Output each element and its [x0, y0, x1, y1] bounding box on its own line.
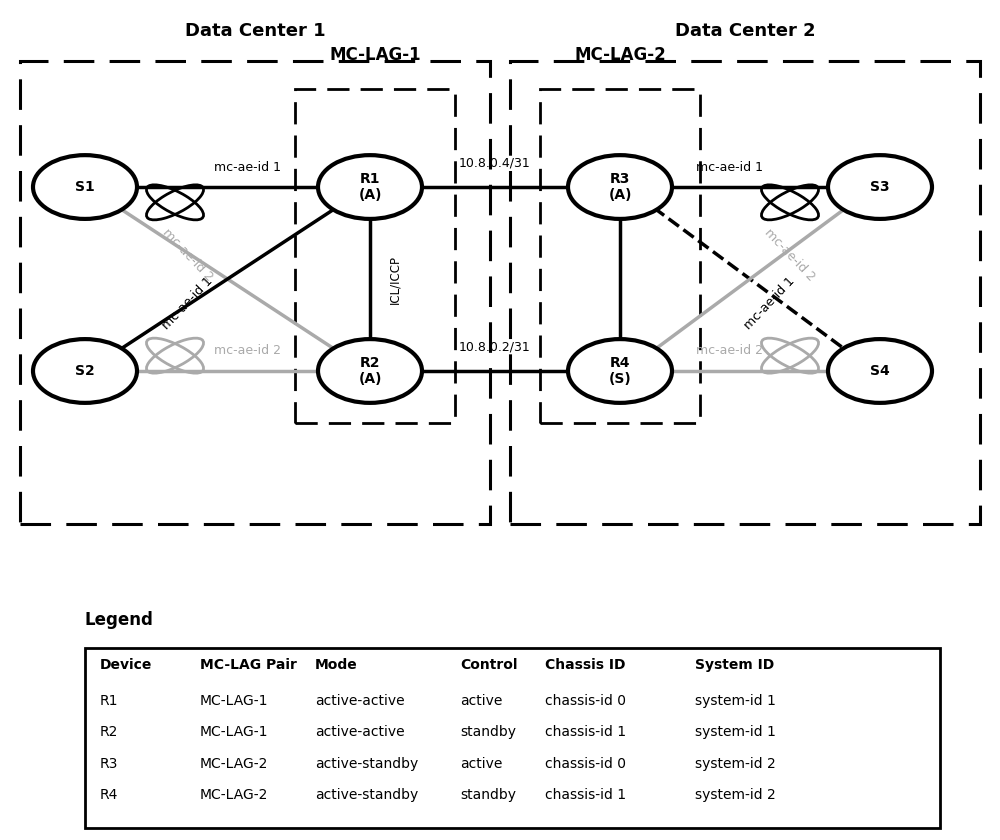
Text: MC-LAG-1: MC-LAG-1: [329, 46, 421, 65]
Text: S2: S2: [75, 364, 95, 378]
Circle shape: [318, 339, 422, 403]
Circle shape: [33, 339, 137, 403]
Text: Data Center 1: Data Center 1: [185, 22, 325, 39]
Text: system-id 2: system-id 2: [695, 757, 776, 770]
Circle shape: [828, 339, 932, 403]
Text: active-active: active-active: [315, 695, 405, 708]
Text: R1: R1: [100, 695, 119, 708]
Text: R3: R3: [100, 757, 118, 770]
Text: chassis-id 0: chassis-id 0: [545, 757, 626, 770]
Text: MC-LAG Pair: MC-LAG Pair: [200, 659, 297, 672]
Bar: [295, 89, 455, 423]
Text: active: active: [460, 757, 502, 770]
Text: Chassis ID: Chassis ID: [545, 659, 626, 672]
Bar: [540, 89, 700, 423]
Text: System ID: System ID: [695, 659, 774, 672]
Text: Mode: Mode: [315, 659, 358, 672]
Text: mc-ae-id 1: mc-ae-id 1: [742, 275, 798, 333]
Text: active: active: [460, 695, 502, 708]
Text: system-id 1: system-id 1: [695, 726, 776, 739]
Text: R1
(A): R1 (A): [358, 172, 382, 202]
Text: S3: S3: [870, 180, 890, 194]
Text: chassis-id 1: chassis-id 1: [545, 726, 626, 739]
Text: chassis-id 1: chassis-id 1: [545, 788, 626, 801]
Text: active-standby: active-standby: [315, 757, 418, 770]
Circle shape: [318, 155, 422, 219]
Text: MC-LAG-2: MC-LAG-2: [200, 788, 268, 801]
Text: mc-ae-id 2: mc-ae-id 2: [214, 344, 281, 358]
Text: Legend: Legend: [85, 612, 154, 629]
Text: MC-LAG-1: MC-LAG-1: [200, 726, 268, 739]
Text: Control: Control: [460, 659, 518, 672]
Circle shape: [828, 155, 932, 219]
Text: Data Center 2: Data Center 2: [675, 22, 815, 39]
Text: mc-ae-id 1: mc-ae-id 1: [696, 160, 764, 174]
Text: MC-LAG-2: MC-LAG-2: [574, 46, 666, 65]
Circle shape: [33, 155, 137, 219]
Text: R4
(S): R4 (S): [609, 356, 631, 386]
Text: S1: S1: [75, 180, 95, 194]
Bar: [20, 61, 490, 524]
Text: system-id 2: system-id 2: [695, 788, 776, 801]
Text: MC-LAG-1: MC-LAG-1: [200, 695, 268, 708]
Text: MC-LAG-2: MC-LAG-2: [200, 757, 268, 770]
Text: chassis-id 0: chassis-id 0: [545, 695, 626, 708]
Bar: [85, 648, 940, 828]
Text: system-id 1: system-id 1: [695, 695, 776, 708]
Text: active-active: active-active: [315, 726, 405, 739]
Text: mc-ae-id 1: mc-ae-id 1: [214, 160, 281, 174]
Text: R2: R2: [100, 726, 118, 739]
Text: mc-ae-id 2: mc-ae-id 2: [762, 226, 818, 283]
Text: R3
(A): R3 (A): [608, 172, 632, 202]
Text: active-standby: active-standby: [315, 788, 418, 801]
Text: mc-ae-id 1: mc-ae-id 1: [160, 275, 215, 333]
Circle shape: [568, 339, 672, 403]
Text: standby: standby: [460, 726, 516, 739]
Text: Device: Device: [100, 659, 152, 672]
Circle shape: [568, 155, 672, 219]
Bar: [510, 61, 980, 524]
Text: mc-ae-id 2: mc-ae-id 2: [696, 344, 764, 358]
Text: mc-ae-id 2: mc-ae-id 2: [160, 226, 215, 283]
Text: S4: S4: [870, 364, 890, 378]
Text: ICL/ICCP: ICL/ICCP: [388, 255, 401, 303]
Text: R4: R4: [100, 788, 118, 801]
Text: R2
(A): R2 (A): [358, 356, 382, 386]
Text: standby: standby: [460, 788, 516, 801]
Text: 10.8.0.2/31: 10.8.0.2/31: [459, 341, 531, 354]
Text: 10.8.0.4/31: 10.8.0.4/31: [459, 157, 531, 170]
